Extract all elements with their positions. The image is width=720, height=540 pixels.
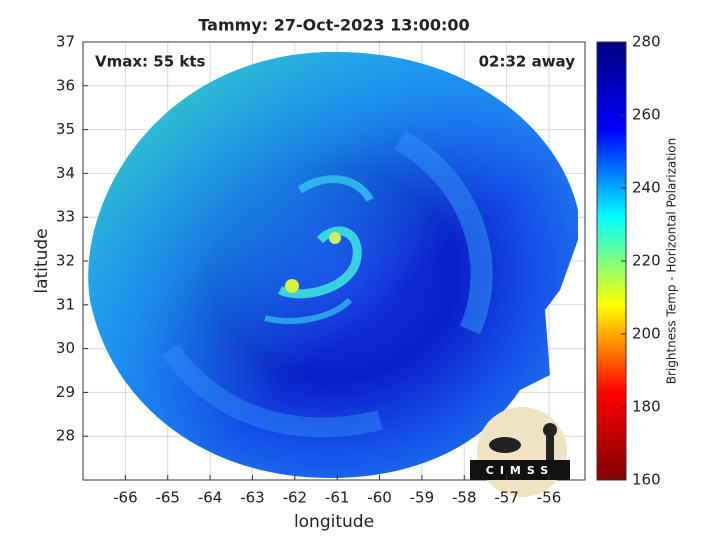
y-tick-label: 31 [56,295,75,313]
y-tick-label: 37 [56,33,75,51]
logo: CIMSS [470,407,570,497]
chart-title: Tammy: 27-Oct-2023 13:00:00 [198,16,469,35]
y-tick-label: 34 [56,164,75,182]
colorbar-tick-label: 240 [632,179,661,197]
logo-text: CIMSS [486,464,554,477]
x-tick-label: -57 [494,489,519,507]
colorbar-label: Brightness Temp - Horizontal Polarizatio… [665,138,679,385]
colorbar-tick-label: 280 [632,33,661,51]
x-tick-label: -58 [452,489,477,507]
x-tick-label: -66 [113,489,138,507]
colorbar-tick-label: 180 [632,398,661,416]
x-tick-label: -65 [155,489,180,507]
x-tick-label: -60 [367,489,392,507]
x-tick-label: -64 [198,489,223,507]
x-tick-label: -62 [283,489,308,507]
colorbar-tick-label: 260 [632,106,661,124]
y-tick-label: 35 [56,120,75,138]
annotation: 02:32 away [479,53,576,71]
y-tick-label: 36 [56,76,75,94]
x-tick-label: -61 [325,489,350,507]
x-tick-label: -59 [410,489,435,507]
x-tick-label: -63 [240,489,265,507]
colorbar-tick-label: 160 [632,471,661,489]
y-axis-label: latitude [32,228,52,293]
colorbar-tick-label: 220 [632,252,661,270]
satellite-image [88,51,578,479]
y-tick-label: 28 [56,427,75,445]
x-axis-label: longitude [294,512,374,532]
colorbar-tick-label: 200 [632,325,661,343]
y-tick-label: 30 [56,339,75,357]
y-tick-label: 33 [56,208,75,226]
y-tick-label: 32 [56,252,75,270]
y-tick-label: 29 [56,383,75,401]
plot-area: CIMSS Vmax: 55 kts 02:32 away [82,41,586,497]
annotation: Vmax: 55 kts [95,53,205,71]
x-tick-label: -56 [537,489,562,507]
